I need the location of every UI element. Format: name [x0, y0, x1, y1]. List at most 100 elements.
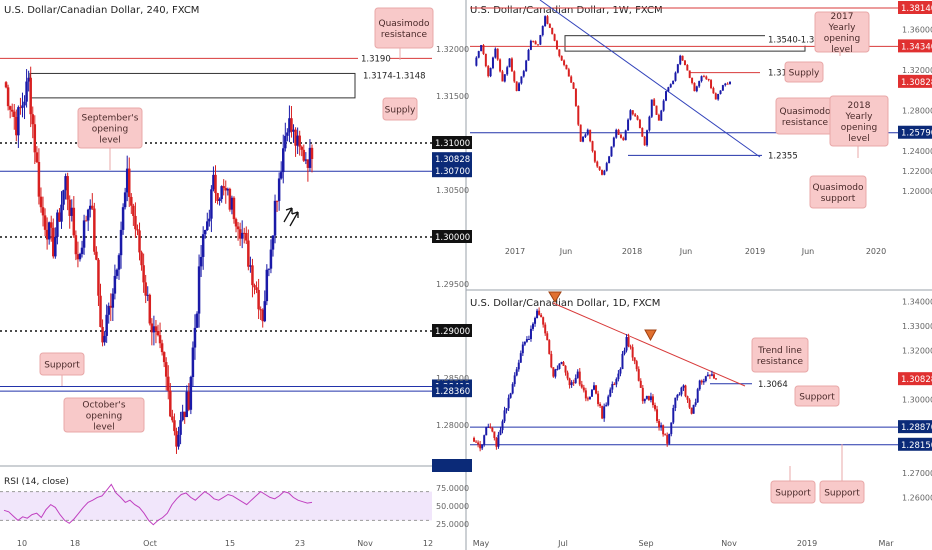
candle: [702, 76, 705, 78]
chart-title: U.S. Dollar/Canadian Dollar, 1D, FXCM: [470, 298, 660, 309]
candle: [539, 35, 542, 45]
candle: [479, 444, 482, 449]
price-tick: 1.30000: [902, 395, 932, 404]
candle: [511, 384, 514, 394]
candle: [220, 186, 223, 200]
candle: [284, 135, 287, 149]
candle: [21, 105, 24, 108]
callout-2018-yearly-box: [829, 95, 889, 147]
candle: [613, 384, 616, 386]
candle: [692, 404, 695, 414]
candle: [146, 294, 149, 296]
candle: [729, 81, 731, 84]
candle: [532, 40, 535, 42]
candle: [60, 204, 63, 222]
candle: [631, 110, 634, 115]
time-tick: 2018: [622, 247, 642, 256]
candle: [212, 174, 215, 190]
candle: [113, 275, 117, 294]
candle: [666, 435, 669, 444]
candle: [605, 163, 608, 171]
swing-high-marker-icon: [644, 329, 657, 342]
candle: [91, 205, 94, 209]
candle: [179, 420, 182, 435]
candle: [700, 76, 703, 82]
candle: [487, 426, 490, 428]
candle: [574, 88, 577, 106]
candle: [548, 340, 551, 354]
candle: [577, 105, 580, 125]
chart-d1[interactable]: U.S. Dollar/Canadian Dollar, 1D, FXCM 1.…: [470, 291, 932, 548]
callout-trendline: Trend line: [757, 346, 802, 356]
candle: [690, 407, 693, 414]
candle: [662, 425, 665, 435]
time-tick: Sep: [638, 539, 653, 548]
candle: [101, 326, 104, 343]
d1-price-axis: 1.34000 1.33000 1.32000 1.30000 1.27000 1.260…: [902, 297, 932, 502]
candle: [58, 212, 61, 222]
price-tick: 1.28000: [436, 421, 469, 430]
candle: [552, 367, 555, 377]
rsi-tick: 50.0000: [436, 502, 469, 511]
candle: [610, 146, 613, 157]
callout-oct-open: level: [93, 423, 114, 433]
candle: [638, 119, 641, 128]
candle: [558, 49, 561, 56]
axis-level-label-bg: [432, 324, 472, 337]
candle: [544, 324, 547, 334]
candle: [591, 141, 594, 152]
candle: [674, 72, 677, 81]
time-tick: Mar: [878, 539, 894, 548]
w1-time-axis: 2017 Jun 2018 Jun 2019 Jun 2020: [505, 247, 886, 256]
candle: [10, 109, 14, 112]
current-price-label-bg: [432, 152, 472, 166]
level-label-bg: [765, 148, 793, 162]
time-tick: 15: [225, 539, 235, 548]
candle: [230, 197, 234, 210]
callout-support-a-box: [770, 480, 816, 504]
candle: [621, 353, 624, 370]
candle: [501, 421, 504, 431]
candle: [527, 339, 530, 341]
candle: [588, 396, 591, 400]
candle: [72, 207, 76, 236]
axis-level-label-bg: [432, 230, 472, 243]
candle: [586, 398, 589, 400]
candle: [477, 442, 480, 445]
candle: [635, 361, 638, 370]
candle: [637, 369, 640, 381]
candle: [123, 192, 127, 208]
chart-h4[interactable]: U.S. Dollar/Canadian Dollar, 240, FXCM 1…: [0, 5, 472, 548]
price-tick: 1.31500: [436, 92, 469, 101]
candle: [269, 249, 273, 269]
candle: [37, 161, 41, 197]
level-label: 1.3190: [361, 54, 391, 64]
candle: [181, 411, 184, 421]
candle: [513, 71, 516, 82]
callout-support-box: [794, 385, 840, 407]
candle: [719, 90, 722, 94]
candle: [300, 146, 303, 150]
axis-level-label: 1.30000: [435, 233, 470, 243]
candle: [31, 114, 34, 125]
candle: [665, 91, 667, 101]
callout-oct-open: opening: [86, 412, 122, 422]
callout-2017-yearly: Yearly: [828, 23, 857, 33]
candle: [615, 129, 618, 138]
candle: [607, 396, 610, 405]
candle: [45, 229, 49, 240]
price-tick: 1.22000: [902, 167, 932, 176]
candle: [551, 27, 554, 35]
candle: [560, 362, 563, 364]
candle: [708, 374, 711, 376]
candle: [259, 309, 262, 311]
candle: [49, 222, 53, 228]
candle: [595, 385, 598, 394]
candle: [546, 16, 549, 24]
candle: [717, 93, 720, 100]
candle: [496, 48, 499, 60]
candle: [173, 420, 176, 432]
candle: [615, 379, 618, 385]
candle: [550, 353, 553, 368]
chart-w1[interactable]: U.S. Dollar/Canadian Dollar, 1W, FXCM 1.…: [470, 0, 932, 256]
